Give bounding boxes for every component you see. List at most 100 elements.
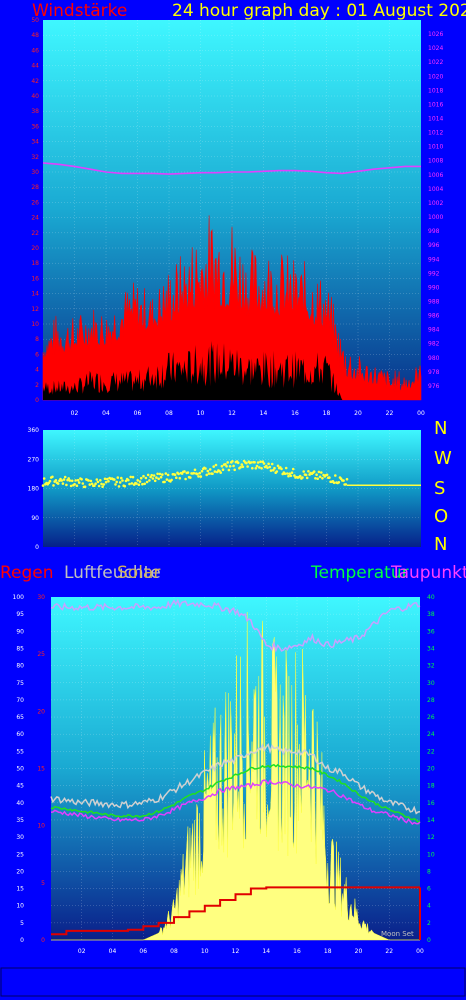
direction-point	[220, 464, 224, 468]
wind-y-tick-label: 34	[31, 139, 39, 146]
direction-point	[206, 469, 210, 473]
rain-y-tick-label: 5	[41, 880, 45, 887]
direction-point	[90, 482, 94, 486]
wind-y-tick-label: 12	[31, 306, 39, 313]
direction-point	[236, 461, 240, 465]
direction-point	[83, 485, 87, 489]
wind-y-tick-label: 42	[31, 78, 39, 85]
wind-gust-series	[42, 215, 422, 401]
pressure-y-tick-label: 1018	[428, 87, 443, 94]
direction-point	[219, 471, 222, 474]
direction-point	[99, 479, 102, 482]
direction-y-tick-label: 90	[31, 515, 39, 522]
direction-point	[163, 480, 166, 484]
direction-point	[214, 463, 218, 467]
direction-plot-area	[43, 430, 421, 547]
direction-point	[337, 481, 341, 484]
direction-point	[192, 471, 196, 475]
pressure-y-tick-label: 1020	[428, 73, 443, 80]
direction-point	[272, 468, 275, 472]
wind-y-tick-label: 24	[31, 215, 39, 222]
direction-point	[81, 482, 85, 485]
temperature-y-tick-label: 36	[427, 628, 435, 635]
direction-point	[231, 460, 234, 463]
direction-point	[240, 463, 244, 466]
direction-point	[273, 466, 276, 470]
direction-point	[164, 472, 168, 475]
direction-point	[198, 471, 201, 475]
direction-point	[56, 482, 60, 485]
direction-point	[199, 475, 203, 478]
direction-point	[139, 476, 143, 480]
direction-point	[283, 472, 287, 476]
pressure-y-tick-label: 1016	[428, 101, 443, 108]
wind-y-tick-label: 18	[31, 260, 39, 267]
footer-frame	[0, 967, 466, 997]
wind-x-tick-label: 16	[291, 410, 299, 417]
direction-point	[276, 464, 280, 468]
direction-point	[228, 465, 232, 468]
direction-point	[113, 478, 116, 481]
temperature-max-series	[50, 743, 421, 815]
temperature-y-tick-label: 18	[427, 783, 435, 790]
humidity-y-tick-label: 65	[16, 714, 24, 721]
direction-point	[275, 470, 279, 473]
wind-x-tick-label: 18	[323, 410, 331, 417]
wind-y-tick-label: 32	[31, 154, 39, 161]
direction-point	[75, 484, 79, 488]
rain-y-tick-label: 20	[37, 708, 45, 715]
direction-point	[143, 482, 146, 486]
rain-y-tick-label: 15	[37, 766, 45, 773]
direction-point	[89, 479, 93, 483]
pressure-y-tick-label: 1000	[428, 214, 443, 221]
weather-x-tick-label: 08	[170, 948, 178, 955]
humidity-y-tick-label: 5	[20, 920, 24, 927]
direction-point	[80, 478, 83, 481]
direction-point	[345, 477, 349, 481]
wind-y-tick-label: 30	[31, 169, 39, 176]
humidity-y-tick-label: 50	[16, 766, 24, 773]
direction-point	[255, 464, 259, 468]
pressure-y-tick-label: 996	[428, 242, 440, 249]
direction-point	[312, 470, 316, 473]
direction-point	[205, 473, 208, 477]
direction-point	[225, 465, 228, 468]
direction-point	[249, 461, 253, 464]
temperature-y-tick-label: 4	[427, 903, 431, 910]
wind-y-tick-label: 40	[31, 93, 39, 100]
direction-point	[287, 474, 290, 478]
direction-point	[253, 461, 256, 464]
rain-y-tick-label: 25	[37, 651, 45, 658]
direction-point	[116, 476, 120, 479]
direction-point	[127, 478, 130, 482]
direction-point	[200, 469, 204, 473]
solar-series	[51, 611, 420, 941]
direction-y-tick-label: 360	[28, 427, 40, 434]
direction-point	[87, 479, 90, 482]
wind-title: Windstärke	[32, 1, 128, 21]
direction-point	[325, 473, 329, 477]
direction-point	[266, 466, 269, 470]
direction-point	[256, 461, 260, 464]
direction-point	[42, 477, 46, 480]
humidity-y-tick-label: 45	[16, 783, 24, 790]
direction-point	[65, 483, 68, 487]
wind-y-tick-label: 44	[31, 63, 39, 70]
dewpoint-series	[50, 779, 421, 826]
direction-point	[100, 482, 103, 486]
pressure-y-tick-label: 990	[428, 284, 440, 291]
direction-point	[298, 474, 302, 478]
direction-point	[254, 467, 258, 470]
wind-y-tick-label: 8	[35, 336, 39, 343]
direction-point	[304, 473, 308, 477]
humidity-y-tick-label: 10	[16, 903, 24, 910]
direction-point	[146, 473, 150, 477]
pressure-y-tick-label: 984	[428, 327, 440, 334]
direction-point	[123, 484, 127, 488]
pressure-y-tick-label: 980	[428, 355, 440, 362]
direction-point	[76, 478, 80, 482]
direction-point	[270, 462, 274, 466]
wind-y-tick-label: 28	[31, 184, 39, 191]
wind-x-tick-label: 08	[165, 410, 173, 417]
